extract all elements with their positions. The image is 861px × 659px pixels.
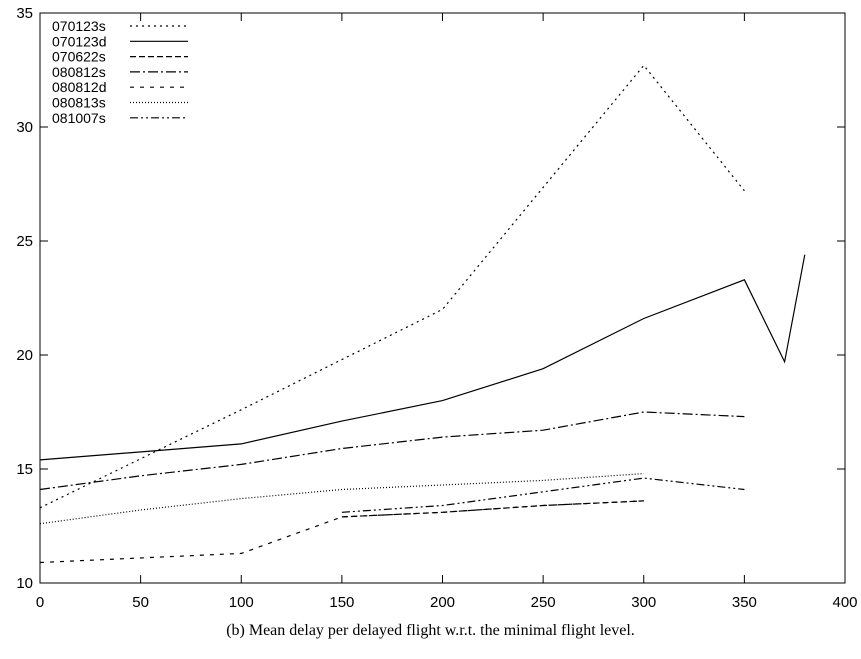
x-tick-label: 400 <box>832 594 857 611</box>
line-chart: 0 50 100 150 200 250 300 350 400 10 15 20 25 30 35 07… <box>16 5 857 611</box>
x-tick-label: 0 <box>36 594 44 611</box>
y-tick-label: 25 <box>16 233 33 250</box>
legend-label: 080812d <box>52 79 107 95</box>
legend-label: 080813s <box>52 95 106 111</box>
y-tick-label: 10 <box>16 575 33 592</box>
x-tick-label: 50 <box>132 594 149 611</box>
y-tick-label: 20 <box>16 347 33 364</box>
legend-label: 080812s <box>52 64 106 80</box>
y-tick-label: 30 <box>16 119 33 136</box>
series-line-080812d <box>39 500 644 564</box>
plot-frame <box>39 12 846 584</box>
y-tick-label: 35 <box>16 5 33 22</box>
series-line-081007s <box>341 477 745 513</box>
legend-label: 070622s <box>52 49 106 65</box>
series-line-070622s <box>341 500 644 518</box>
x-tick-label: 200 <box>430 594 455 611</box>
y-tick-label: 15 <box>16 461 33 478</box>
x-tick-label: 350 <box>732 594 757 611</box>
series-line-080812s <box>39 411 745 491</box>
x-tick-label: 300 <box>631 594 656 611</box>
legend-label: 070123d <box>52 33 107 49</box>
series-line-070123s <box>39 64 745 509</box>
figure-caption: (b) Mean delay per delayed flight w.r.t.… <box>226 622 635 639</box>
x-tick-label: 100 <box>229 594 254 611</box>
x-tick-label: 250 <box>531 594 556 611</box>
x-tick-label: 150 <box>329 594 354 611</box>
series-line-070123d <box>39 254 806 461</box>
series-line-080813s <box>39 473 644 525</box>
legend-label: 081007s <box>52 110 106 126</box>
legend-label: 070123s <box>52 18 106 34</box>
legend: 070123s070123d070622s080812s080812d08081… <box>52 18 188 126</box>
